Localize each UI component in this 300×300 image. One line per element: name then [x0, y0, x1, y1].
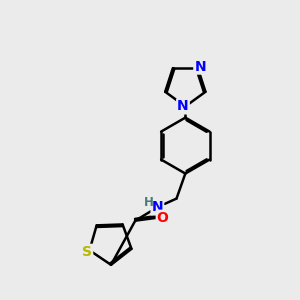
Text: O: O [157, 211, 169, 225]
Text: N: N [152, 200, 163, 214]
Text: H: H [144, 196, 154, 208]
Text: N: N [194, 60, 206, 74]
Text: N: N [177, 99, 189, 113]
Text: S: S [82, 245, 92, 259]
